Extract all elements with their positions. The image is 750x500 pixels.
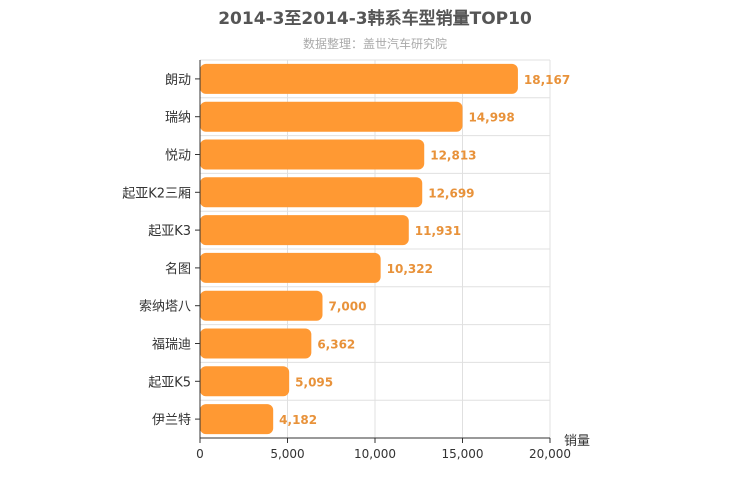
data-label: 12,699 [428, 186, 474, 200]
x-tick-label: 10,000 [354, 447, 396, 461]
bar [200, 366, 290, 397]
chart-subtitle: 数据整理：盖世汽车研究院 [303, 36, 447, 51]
bar [200, 139, 425, 170]
category-label: 起亚K5 [148, 375, 191, 390]
category-label: 朗动 [165, 73, 191, 88]
category-label: 瑞纳 [165, 111, 191, 126]
category-label: 索纳塔八 [139, 300, 191, 315]
bar [200, 328, 312, 359]
data-label: 6,362 [317, 338, 355, 352]
bar [200, 101, 463, 132]
bar [200, 177, 423, 208]
bar [200, 252, 381, 283]
grid-lines [200, 59, 551, 439]
data-label: 4,182 [279, 413, 317, 427]
x-axis-name: 销量 [564, 434, 590, 449]
data-label: 12,813 [430, 149, 476, 163]
category-label: 悦动 [165, 149, 191, 164]
axes: 0 5,000 10,000 15,000 20,000 [195, 60, 571, 461]
data-label: 11,931 [415, 224, 461, 238]
x-tick-label: 20,000 [529, 447, 571, 461]
x-tick-label: 5,000 [270, 447, 304, 461]
x-tick-label: 0 [196, 447, 204, 461]
data-label: 5,095 [295, 375, 333, 389]
bar [200, 215, 409, 246]
category-label: 起亚K2三厢 [122, 186, 191, 201]
data-label: 7,000 [329, 300, 367, 314]
x-tick-label: 15,000 [442, 447, 484, 461]
category-label: 福瑞迪 [152, 338, 191, 353]
data-label: 18,167 [524, 73, 570, 87]
data-labels: 18,167 14,998 12,813 12,699 11,931 10,322 7,00… [279, 73, 570, 427]
chart-title: 2014-3至2014-3韩系车型销量TOP10 [218, 8, 532, 29]
bar [200, 290, 323, 321]
category-label: 起亚K3 [148, 224, 191, 239]
data-label: 10,322 [387, 262, 433, 276]
bars [200, 63, 518, 435]
data-label: 14,998 [468, 111, 514, 125]
bar [200, 63, 518, 94]
category-label: 伊兰特 [152, 413, 191, 428]
category-label: 名图 [165, 261, 191, 277]
bar [200, 404, 274, 435]
